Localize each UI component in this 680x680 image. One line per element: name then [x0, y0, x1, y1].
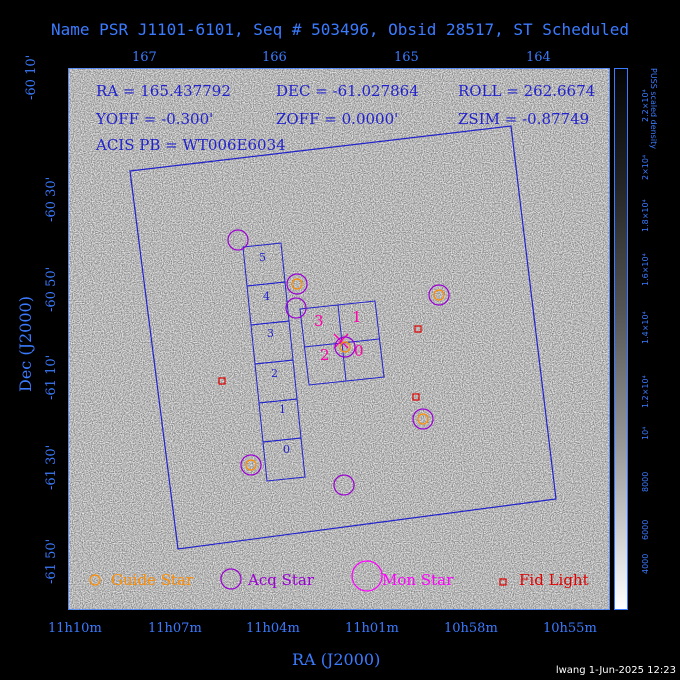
legend-acq-icon — [220, 568, 242, 590]
fid-light-2 — [414, 325, 422, 333]
colorbar-tick-1: 6000 — [641, 519, 650, 540]
guide-star-4 — [417, 413, 429, 425]
info-zoff: ZOFF = 0.0000' — [276, 110, 398, 128]
colorbar-tick-2: 8000 — [641, 471, 650, 492]
acis-i-label-2: 2 — [320, 346, 330, 364]
left-tick-0: -60 10' — [24, 54, 39, 100]
colorbar-tick-9: 2.2×10⁴ — [641, 89, 650, 122]
bottom-tick-5: 10h55m — [543, 621, 597, 636]
footer-timestamp: lwang 1-Jun-2025 12:23 — [555, 665, 676, 676]
chip-label-5: 5 — [259, 251, 266, 264]
guide-star-3 — [339, 341, 351, 353]
top-tick-1: 166 — [262, 50, 287, 65]
left-tick-4: -61 30' — [44, 444, 59, 490]
acq-star-1 — [227, 229, 249, 251]
info-ra: RA = 165.437792 — [96, 82, 231, 100]
legend-fid-icon — [499, 578, 507, 586]
bottom-tick-3: 11h01m — [345, 621, 399, 636]
acis-i-label-1: 1 — [352, 308, 362, 326]
info-roll: ROLL = 262.6674 — [458, 82, 595, 100]
colorbar-tick-7: 1.8×10⁴ — [641, 199, 650, 232]
colorbar-tick-3: 10⁴ — [641, 426, 650, 440]
acis-i-label-0: 0 — [354, 342, 364, 360]
fid-light-1 — [218, 377, 226, 385]
left-tick-5: -61 50' — [44, 538, 59, 584]
acq-star-2 — [286, 273, 308, 295]
aimpoint-marker — [333, 333, 349, 349]
acis-i-label-3: 3 — [314, 312, 324, 330]
info-dec: DEC = -61.027864 — [276, 82, 419, 100]
legend-mon-icon — [351, 560, 383, 592]
colorbar-tick-4: 1.2×10⁴ — [641, 375, 650, 408]
colorbar-tick-8: 2×10⁴ — [641, 154, 650, 180]
guide-star-5 — [245, 459, 257, 471]
bottom-tick-1: 11h07m — [148, 621, 202, 636]
info-acis-pb: ACIS PB = WT006E6034 — [95, 136, 286, 154]
y-axis-label: Dec (J2000) — [16, 296, 35, 392]
colorbar-title: PUSS scaled density — [649, 68, 658, 149]
acq-star-8 — [333, 474, 355, 496]
bottom-tick-4: 10h58m — [444, 621, 498, 636]
acq-star-6 — [412, 408, 434, 430]
acis-s-chip-0 — [262, 437, 306, 482]
legend-guide-icon — [89, 574, 101, 586]
chip-label-1: 1 — [279, 403, 286, 416]
legend-guide-label: Guide Star — [111, 571, 194, 589]
x-axis-label: RA (J2000) — [292, 650, 381, 669]
top-tick-3: 164 — [526, 50, 551, 65]
plot-title: Name PSR J1101-6101, Seq # 503496, Obsid… — [51, 20, 629, 39]
star-field-plot: RA = 165.437792 DEC = -61.027864 ROLL = … — [67, 67, 611, 611]
colorbar-tick-6: 1.6×10⁴ — [641, 253, 650, 286]
left-tick-1: -60 30' — [44, 176, 59, 222]
guide-star-2 — [433, 289, 445, 301]
colorbar-tick-0: 4000 — [641, 553, 650, 574]
colorbar-tick-5: 1.4×10⁴ — [641, 311, 650, 344]
acq-star-5 — [428, 284, 450, 306]
field-of-view-outline — [129, 125, 557, 550]
info-zsim: ZSIM = -0.87749 — [458, 110, 589, 128]
colorbar — [614, 68, 628, 610]
acq-star-7 — [240, 454, 262, 476]
left-tick-2: -60 50' — [44, 266, 59, 312]
chip-label-4: 4 — [263, 290, 270, 303]
top-tick-2: 165 — [394, 50, 419, 65]
chip-label-0: 0 — [283, 443, 290, 456]
guide-star-1 — [291, 278, 303, 290]
left-tick-3: -61 10' — [44, 354, 59, 400]
info-yoff: YOFF = -0.300' — [95, 110, 213, 128]
fid-light-3 — [412, 393, 420, 401]
legend-acq-label: Acq Star — [247, 571, 315, 589]
legend-mon-label: Mon Star — [382, 571, 454, 589]
top-tick-0: 167 — [132, 50, 157, 65]
acis-i-array — [299, 300, 385, 386]
legend-fid-label: Fid Light — [519, 571, 589, 589]
chip-label-2: 2 — [271, 367, 278, 380]
acq-star-3 — [285, 297, 307, 319]
bottom-tick-2: 11h04m — [246, 621, 300, 636]
acq-star-4 — [334, 336, 356, 358]
bottom-tick-0: 11h10m — [48, 621, 102, 636]
chip-label-3: 3 — [267, 327, 274, 340]
